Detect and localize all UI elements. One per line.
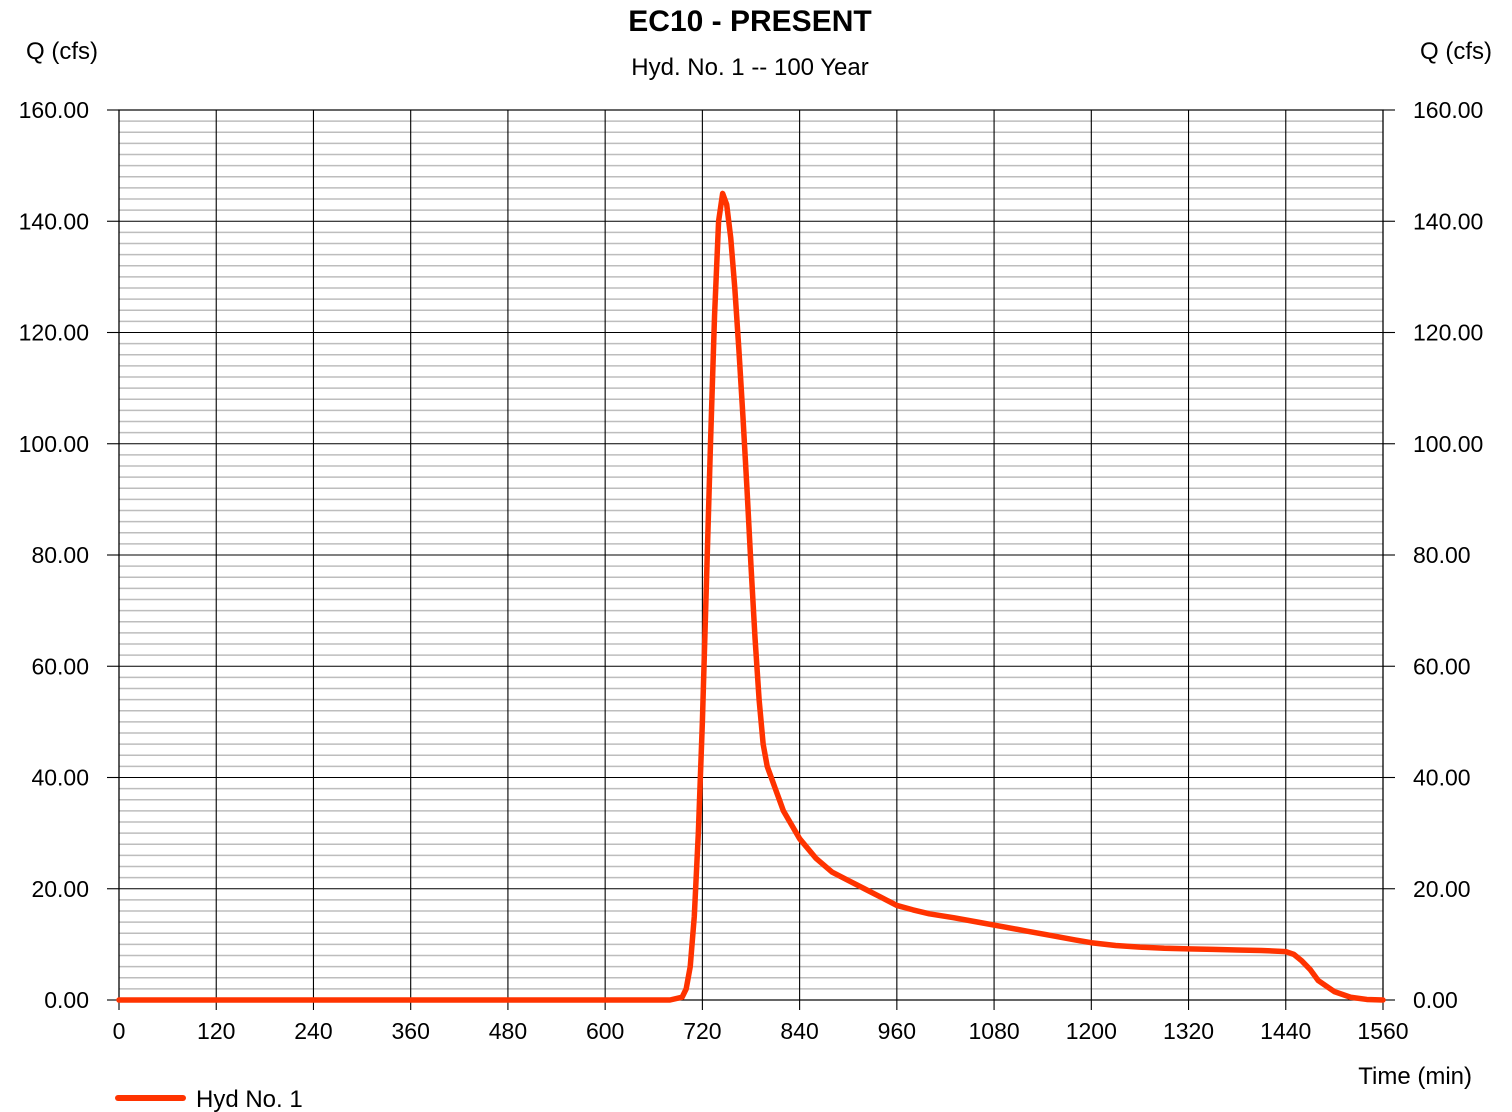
y-tick-label-left: 80.00 [31, 542, 89, 568]
y-tick-label-right: 140.00 [1413, 208, 1483, 234]
y-tick-label-left: 100.00 [19, 431, 89, 457]
y-tick-label-right: 120.00 [1413, 320, 1483, 346]
x-tick-label: 1320 [1163, 1018, 1214, 1044]
x-tick-label: 0 [113, 1018, 126, 1044]
x-tick-label: 240 [294, 1018, 332, 1044]
series-layer [116, 190, 1386, 1003]
x-tick-label: 960 [878, 1018, 916, 1044]
minor-gridlines [119, 120, 1383, 990]
chart-subtitle: Hyd. No. 1 -- 100 Year [631, 54, 868, 81]
y-tick-label-left: 60.00 [31, 653, 89, 679]
axis-ticks: 0.00 0.00 20.00 20.00 40.00 40.00 60.00 60.00 80… [19, 97, 1484, 1044]
y-tick-label-left: 160.00 [19, 97, 89, 123]
legend-label-hyd-no-1: Hyd No. 1 [196, 1086, 303, 1112]
y-tick-label-left: 40.00 [31, 765, 89, 791]
x-tick-label: 480 [489, 1018, 527, 1044]
x-tick-label: 1200 [1066, 1018, 1117, 1044]
y-tick-label-right: 160.00 [1413, 97, 1483, 123]
y-tick-label-right: 40.00 [1413, 765, 1471, 791]
y-tick-label-right: 60.00 [1413, 653, 1471, 679]
x-tick-label: 1080 [968, 1018, 1019, 1044]
x-axis-title: Time (min) [1358, 1063, 1472, 1090]
series-line-hyd-no-1 [116, 190, 1386, 1003]
y-tick-label-left: 120.00 [19, 320, 89, 346]
y-tick-label-right: 100.00 [1413, 431, 1483, 457]
x-tick-label: 1440 [1260, 1018, 1311, 1044]
chart-title: EC10 - PRESENT [628, 5, 871, 38]
x-tick-label: 720 [683, 1018, 721, 1044]
x-tick-label: 120 [197, 1018, 235, 1044]
y-tick-label-right: 20.00 [1413, 876, 1471, 902]
y-tick-label-right: 80.00 [1413, 542, 1471, 568]
x-tick-label: 1560 [1357, 1018, 1408, 1044]
y-tick-label-left: 140.00 [19, 208, 89, 234]
x-tick-label: 840 [780, 1018, 818, 1044]
y-tick-label-right: 0.00 [1413, 987, 1458, 1013]
x-tick-label: 360 [392, 1018, 430, 1044]
y-axis-title-right: Q (cfs) [1420, 38, 1492, 65]
y-axis-title-left: Q (cfs) [26, 38, 98, 65]
legend: Hyd No. 1 [115, 1086, 303, 1112]
y-tick-label-left: 0.00 [44, 987, 89, 1013]
x-tick-label: 600 [586, 1018, 624, 1044]
y-tick-label-left: 20.00 [31, 876, 89, 902]
